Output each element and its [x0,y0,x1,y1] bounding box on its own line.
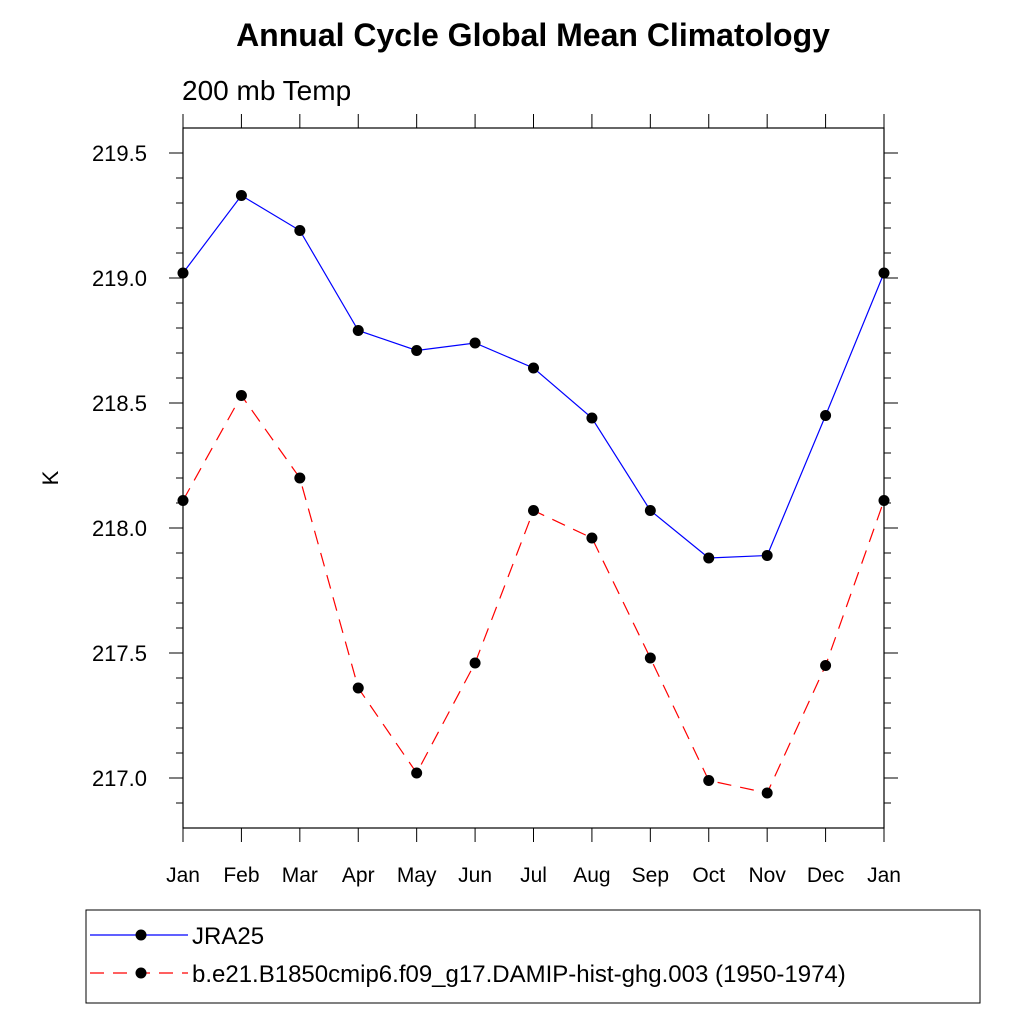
legend-marker [135,929,147,941]
x-tick-label: Jul [520,864,547,887]
data-point [703,775,715,786]
y-tick-label: 217.5 [92,641,147,666]
series-line [182,194,885,559]
y-tick-label: 219.5 [92,141,147,166]
data-point [644,505,656,516]
x-tick-label: Jun [458,864,492,887]
data-point [703,552,715,564]
data-point [644,652,656,664]
legend-box [85,909,981,1004]
y-tick-label: 217.0 [92,766,147,791]
legend: JRA25 b.e21.B1850cmip6.f09_g17.DAMIP-hist… [85,909,981,1004]
series-layer [177,190,890,799]
plot-frame [182,127,885,829]
data-point [878,267,890,279]
y-axis-label: K [38,470,63,485]
series-2 [177,390,890,799]
x-tick-label: May [397,864,437,887]
data-point [761,550,773,561]
data-point [469,337,481,349]
data-point [294,225,306,236]
x-tick-label: Oct [692,864,725,887]
x-tick-label: Aug [573,864,610,887]
legend-marker [135,967,147,979]
data-point [235,390,247,401]
x-tick-label: Sep [632,864,669,887]
data-point [352,682,364,694]
x-tick-label: Dec [807,864,844,887]
x-tick-label: Apr [342,864,375,887]
data-point [820,410,832,421]
y-tick-label: 218.5 [92,391,147,416]
data-point [177,495,189,506]
chart-subtitle: 200 mb Temp [182,75,351,106]
x-tick-label: Jan [867,864,901,887]
series-1 [177,190,890,564]
data-point [586,532,598,544]
data-point [528,362,539,374]
chart-title: Annual Cycle Global Mean Climatology [236,17,830,53]
data-point [469,657,481,669]
y-tick-label: 219.0 [92,266,147,291]
data-point [586,412,598,424]
data-point [411,345,423,356]
series-line [182,394,885,794]
data-point [235,190,247,201]
x-tick-label: Feb [223,864,259,887]
data-point [411,767,423,779]
data-point [820,660,832,671]
data-point [761,787,773,799]
y-tick-label: 218.0 [92,516,147,541]
data-point [177,267,189,279]
x-tick-label: Jan [166,864,200,887]
x-tick-label: Nov [748,864,786,887]
axis-ticks: Jan Feb Mar Apr May Jun Jul Aug Sep Oct Nov Dec Jan 2… [92,114,901,887]
data-point [878,495,890,506]
data-point [352,325,364,336]
legend-label: b.e21.B1850cmip6.f09_g17.DAMIP-hist-ghg.… [192,961,846,988]
data-point [294,472,306,484]
data-point [528,505,539,516]
legend-label: JRA25 [192,923,264,950]
x-tick-label: Mar [282,864,318,887]
